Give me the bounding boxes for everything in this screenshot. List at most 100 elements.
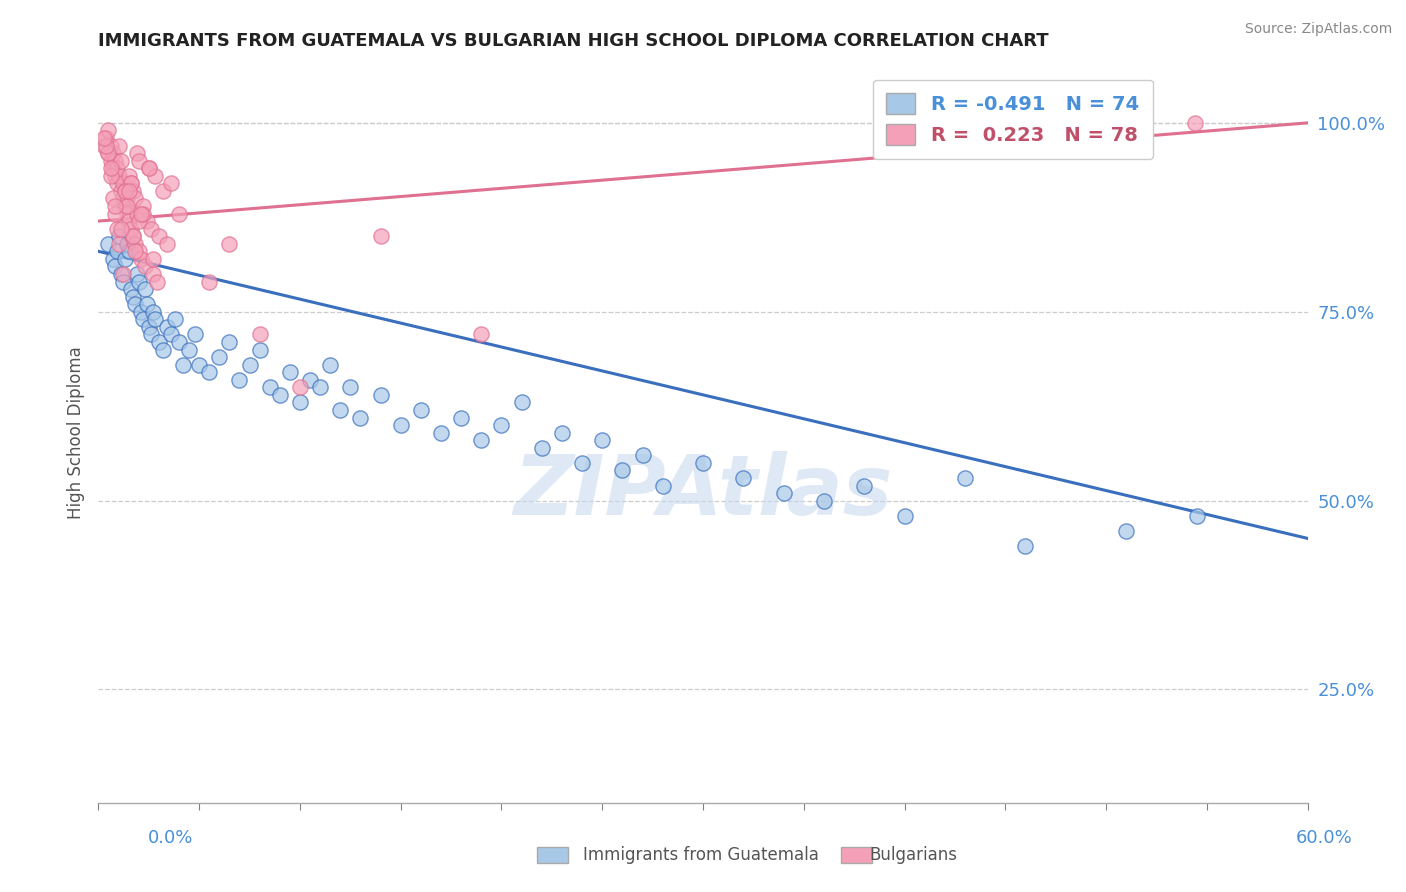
Point — [121, 229, 143, 244]
Text: Immigrants from Guatemala: Immigrants from Guatemala — [583, 846, 820, 863]
Point — [101, 252, 124, 266]
Point — [135, 214, 157, 228]
Point — [120, 282, 142, 296]
Point — [198, 365, 221, 379]
Point — [101, 161, 124, 176]
Point — [120, 177, 142, 191]
Point — [813, 493, 835, 508]
Point — [100, 161, 122, 176]
Point — [551, 425, 574, 440]
Point — [96, 131, 118, 145]
Point — [97, 146, 120, 161]
Point — [146, 275, 169, 289]
Point — [184, 327, 207, 342]
Point — [160, 177, 183, 191]
Point — [124, 191, 146, 205]
Point — [111, 177, 134, 191]
Point — [349, 410, 371, 425]
Point — [138, 161, 160, 176]
Point — [100, 169, 122, 183]
Point — [148, 334, 170, 349]
Point — [152, 184, 174, 198]
Point — [278, 365, 301, 379]
Point — [115, 236, 138, 251]
Point — [139, 327, 162, 342]
Point — [128, 214, 150, 228]
Point — [142, 252, 165, 266]
Point — [132, 312, 155, 326]
Point — [1185, 508, 1208, 523]
Point — [110, 267, 132, 281]
Point — [288, 380, 311, 394]
Point — [591, 433, 613, 447]
Point — [470, 327, 492, 342]
Point — [329, 403, 352, 417]
Point — [124, 244, 146, 259]
Point — [160, 327, 183, 342]
Point — [259, 380, 281, 394]
Point — [430, 425, 453, 440]
Point — [128, 275, 150, 289]
Point — [288, 395, 311, 409]
Point — [389, 418, 412, 433]
Point — [103, 206, 125, 220]
Point — [218, 236, 240, 251]
Point — [530, 441, 553, 455]
Point — [249, 343, 271, 357]
Point — [124, 236, 146, 251]
Point — [129, 252, 152, 266]
Point — [309, 380, 332, 394]
Text: Source: ZipAtlas.com: Source: ZipAtlas.com — [1244, 22, 1392, 37]
Point — [120, 177, 142, 191]
Point — [110, 184, 132, 198]
Point — [100, 138, 122, 153]
Point — [239, 358, 262, 372]
Point — [299, 373, 322, 387]
Point — [118, 244, 141, 259]
Point — [107, 169, 129, 183]
Text: ZIPAtlas: ZIPAtlas — [513, 451, 893, 533]
Point — [105, 177, 128, 191]
Point — [142, 304, 165, 318]
Point — [128, 244, 150, 259]
Point — [111, 191, 134, 205]
Point — [1115, 524, 1137, 538]
Point — [118, 169, 141, 183]
Point — [103, 260, 125, 274]
Point — [1014, 539, 1036, 553]
Point — [120, 221, 142, 235]
Point — [105, 161, 128, 176]
Point — [139, 221, 162, 235]
Point — [105, 221, 128, 235]
Point — [124, 297, 146, 311]
Point — [128, 153, 150, 168]
Point — [114, 184, 136, 198]
Point — [143, 312, 166, 326]
Point — [105, 244, 128, 259]
Point — [118, 214, 141, 228]
Point — [733, 471, 755, 485]
Point — [152, 343, 174, 357]
Point — [103, 199, 125, 213]
Point — [97, 123, 120, 137]
Point — [269, 388, 291, 402]
Point — [129, 304, 152, 318]
Point — [409, 403, 432, 417]
Point — [101, 191, 124, 205]
Point — [125, 146, 148, 161]
Point — [97, 236, 120, 251]
Point — [132, 199, 155, 213]
Point — [115, 199, 138, 213]
Point — [156, 319, 179, 334]
Point — [249, 327, 271, 342]
Point — [319, 358, 342, 372]
Point — [370, 229, 392, 244]
Point — [138, 319, 160, 334]
Point — [114, 252, 136, 266]
Point — [571, 456, 593, 470]
Point — [651, 478, 673, 492]
Point — [450, 410, 472, 425]
Point — [470, 433, 492, 447]
Point — [228, 373, 250, 387]
Point — [218, 334, 240, 349]
